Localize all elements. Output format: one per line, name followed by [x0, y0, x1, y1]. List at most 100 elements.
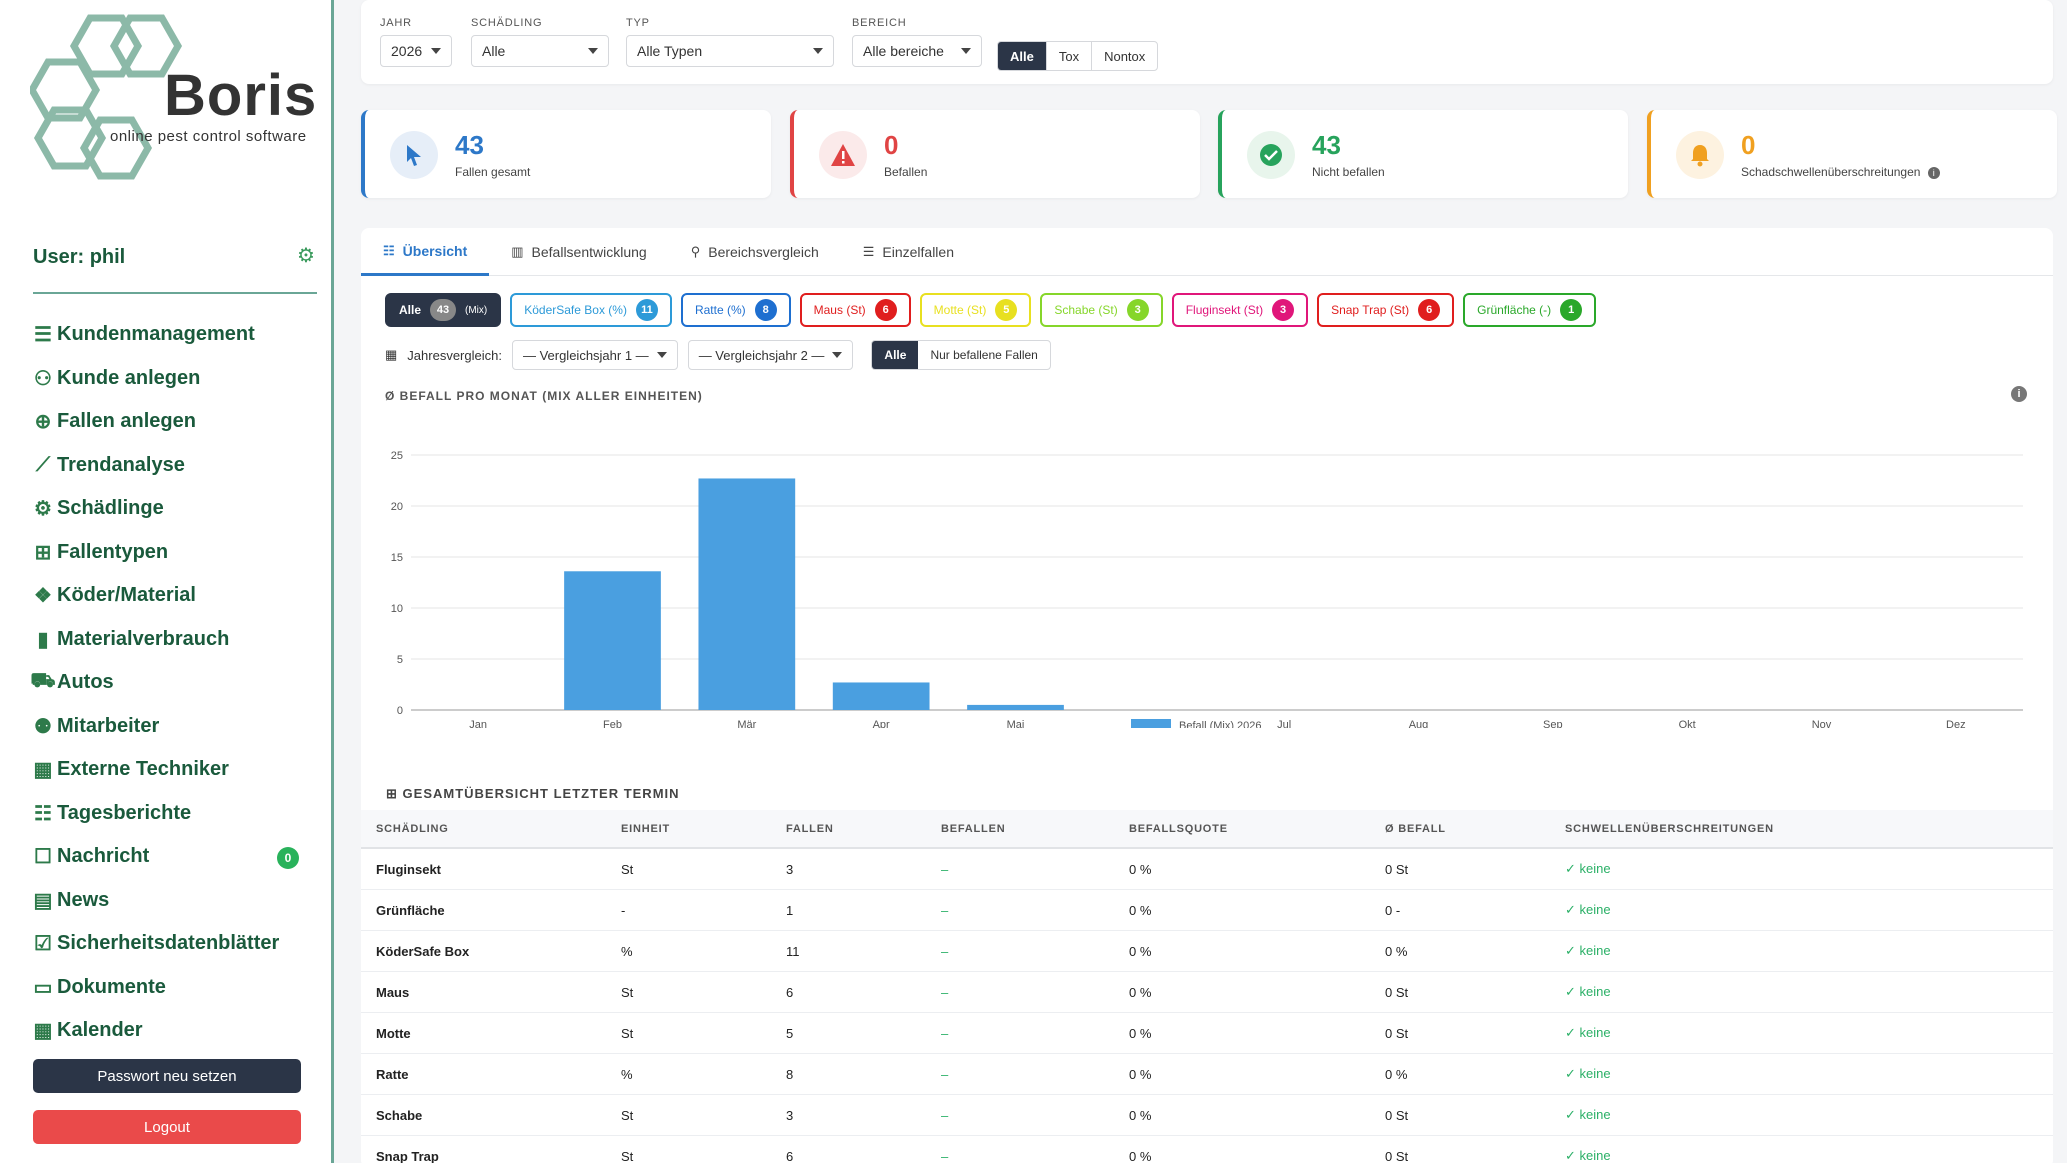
table-cell: 5	[786, 1025, 794, 1041]
logout-button[interactable]: Logout	[33, 1110, 301, 1144]
tox-tox-button[interactable]: Tox	[1047, 42, 1093, 70]
tab-befallsentwicklung[interactable]: ▥ Befallsentwicklung	[489, 228, 668, 276]
tox-alle-button[interactable]: Alle	[998, 42, 1047, 70]
schaedling-select-value: Alle	[482, 43, 506, 59]
sidebar-item-dokumente[interactable]: ▭ Dokumente	[33, 966, 323, 1010]
sidebar-item-kalender[interactable]: ▦ Kalender	[33, 1009, 323, 1053]
sidebar-item-fallentypen[interactable]: ⊞ Fallentypen	[33, 531, 323, 575]
x-tick-label: Jan	[469, 719, 487, 728]
column-header: EINHEIT	[621, 822, 670, 835]
chip-label: Schabe (St)	[1054, 303, 1118, 317]
chip-count: 11	[635, 299, 658, 321]
table-cell: –	[941, 943, 949, 959]
chip-count: 43	[430, 299, 457, 321]
column-header: SCHWELLENÜBERSCHREITUNGEN	[1565, 822, 1774, 835]
table-cell: 0 St	[1385, 861, 1409, 877]
tab-einzelfallen[interactable]: ☰ Einzelfallen	[841, 228, 976, 276]
sidebar-item-externe-techniker[interactable]: ▦ Externe Techniker	[33, 748, 323, 792]
filter-bereich: BEREICH Alle bereiche	[852, 17, 982, 67]
table-cell: ✓ keine	[1565, 984, 1611, 999]
y-tick-label: 0	[397, 705, 403, 717]
compare-year-2-select[interactable]: — Vergleichsjahr 2 —	[687, 340, 854, 370]
table-row: Schabe St 3 – 0 % 0 St ✓ keine	[361, 1095, 2053, 1136]
schaedling-select[interactable]: Alle	[471, 35, 609, 67]
sidebar-item-news[interactable]: ▤ News	[33, 879, 323, 923]
toggle-alle-button[interactable]: Alle	[872, 341, 919, 369]
x-tick-label: Aug	[1409, 719, 1429, 728]
sidebar-item-fallen-anlegen[interactable]: ⊕ Fallen anlegen	[33, 400, 323, 444]
stat-not-infested-value: 43	[1312, 130, 1341, 160]
table-cell: 0 %	[1385, 943, 1408, 959]
jahr-select[interactable]: 2026	[380, 35, 452, 67]
x-tick-label: Sep	[1543, 719, 1563, 728]
sidebar-item-materialverbrauch[interactable]: ▮ Materialverbrauch	[33, 618, 323, 662]
gear-icon[interactable]: ⚙	[297, 245, 315, 267]
pest-chip-fluginsekt-st-[interactable]: Fluginsekt (St) 3	[1171, 293, 1309, 327]
table-row: Ratte% 8 – 0 % 0 % ✓ keine	[361, 1054, 2053, 1095]
chip-label: KöderSafe Box (%)	[524, 303, 627, 317]
tab-uebersicht[interactable]: ☷ Übersicht	[361, 228, 490, 276]
sidebar-item-label: Dokumente	[57, 975, 166, 998]
sidebar-item-schädlinge[interactable]: ⚙ Schädlinge	[33, 487, 323, 531]
tab-bereichsvergleich[interactable]: ⚲ Bereichsvergleich	[669, 228, 841, 276]
pest-chip-ködersafe-box-[interactable]: KöderSafe Box (%) 11	[510, 293, 672, 327]
tox-nontox-button[interactable]: Nontox	[1104, 48, 1146, 64]
sidebar-item-tagesberichte[interactable]: ☷ Tagesberichte	[33, 792, 323, 836]
sidebar-item-kundenmanagement[interactable]: ☰ Kundenmanagement	[33, 313, 323, 357]
pest-chip-alle[interactable]: Alle 43 (Mix)	[385, 293, 502, 327]
reset-password-button[interactable]: Passwort neu setzen	[33, 1059, 301, 1093]
sidebar-item-trendanalyse[interactable]: ⟋ Trendanalyse	[33, 444, 323, 488]
list-icon: ☰	[34, 324, 52, 347]
sidebar-item-kunde-anlegen[interactable]: ⚇ Kunde anlegen	[33, 357, 323, 401]
chip-count: 3	[1272, 299, 1295, 321]
table-cell: 6	[786, 984, 794, 1000]
table-cell: 0 -	[1385, 902, 1401, 918]
column-header: Ø BEFALL	[1385, 822, 1446, 835]
typ-select[interactable]: Alle Typen	[626, 35, 834, 67]
y-tick-label: 20	[391, 501, 403, 513]
table-cell: %	[621, 943, 633, 959]
sidebar-item-nachricht[interactable]: ☐ Nachricht 0	[33, 835, 323, 879]
pest-chip-snap-trap-st-[interactable]: Snap Trap (St) 6	[1317, 293, 1455, 327]
x-tick-label: Jul	[1277, 719, 1291, 728]
bell-icon	[1676, 131, 1724, 179]
sidebar-item-autos[interactable]: ⛟ Autos	[30, 661, 323, 705]
sidebar-item-köder-material[interactable]: ❖ Köder/Material	[33, 574, 323, 618]
sidebar-item-label: Schädlinge	[57, 497, 164, 520]
table-cell: ✓ keine	[1565, 1066, 1611, 1081]
table-cell: 0 %	[1129, 1148, 1152, 1163]
chart-icon: ▥	[511, 244, 524, 259]
pest-chip-ratte-[interactable]: Ratte (%) 8	[680, 293, 791, 327]
pest-chip-motte-st-[interactable]: Motte (St) 5	[919, 293, 1032, 327]
year-compare-row: ▦ Jahresvergleich: — Vergleichsjahr 1 — …	[385, 340, 1051, 370]
chip-label: Motte (St)	[933, 303, 987, 317]
sidebar-item-sicherheitsdatenblätter[interactable]: ☑ Sicherheitsdatenblätter	[33, 922, 323, 966]
table-cell: ✓ keine	[1565, 1148, 1611, 1163]
bar	[967, 704, 1064, 710]
compare-year-2-value: — Vergleichsjahr 2 —	[698, 347, 825, 363]
chip-count: 6	[1418, 299, 1441, 321]
table-row: Grünfläche - 1 – 0 % 0 - ✓ keine	[361, 890, 2053, 931]
table-cell: Maus	[376, 984, 410, 1000]
summary-table-title-text: GESAMTÜBERSICHT LETZTER TERMIN	[402, 786, 680, 801]
sidebar-item-mitarbeiter[interactable]: ⚉ Mitarbeiter	[33, 705, 323, 749]
filter-typ-label: TYP	[626, 17, 650, 29]
compare-year-1-select[interactable]: — Vergleichsjahr 1 —	[511, 340, 678, 370]
pest-chip-maus-st-[interactable]: Maus (St) 6	[799, 293, 911, 327]
table-header-row: SCHÄDLING EINHEIT FALLEN BEFALLEN BEFALLSQUO…	[361, 810, 2053, 849]
table-cell: 3	[786, 1107, 794, 1123]
bereich-select[interactable]: Alle bereiche	[852, 35, 982, 67]
pest-chip-grünfläche-[interactable]: Grünfläche (-) 1	[1463, 293, 1597, 327]
toggle-infested-only-button[interactable]: Nur befallene Fallen	[930, 348, 1038, 362]
pest-chip-schabe-st-[interactable]: Schabe (St) 3	[1040, 293, 1163, 327]
brand-tagline: online pest control software	[110, 128, 307, 145]
info-icon[interactable]: i	[2011, 386, 2027, 402]
table-cell: ✓ keine	[1565, 1025, 1611, 1040]
table-icon: ⊞	[386, 786, 398, 801]
filter-bar: JAHR 2026 SCHÄDLING Alle TYP Alle Typen …	[361, 0, 2053, 84]
filter-jahr: JAHR 2026	[380, 17, 452, 67]
info-icon[interactable]: i	[1927, 166, 1940, 179]
chip-count: 8	[754, 299, 777, 321]
bar	[564, 571, 661, 710]
table-cell: St	[621, 861, 634, 877]
